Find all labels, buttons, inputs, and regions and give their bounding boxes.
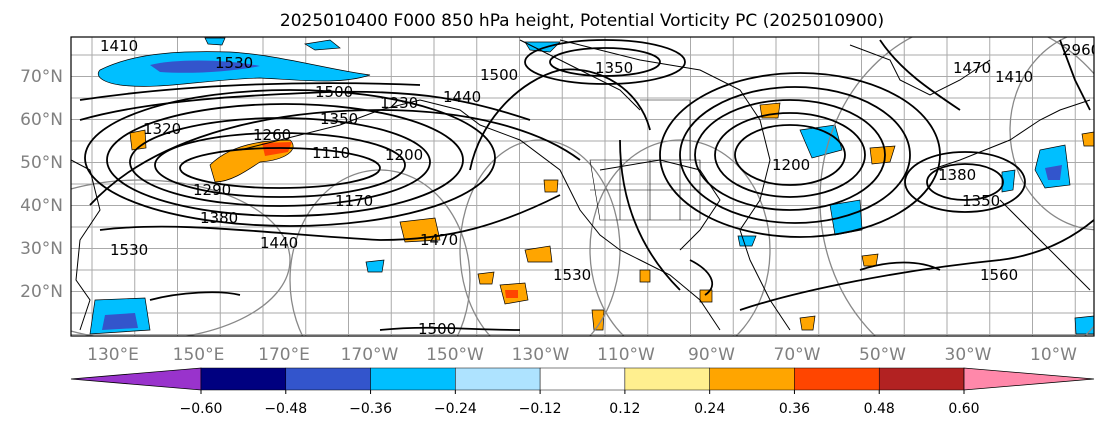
lon-label: 50°W <box>859 345 906 365</box>
lon-label: 130°W <box>512 345 570 365</box>
colorbar-tick-label: −0.24 <box>434 401 477 417</box>
contour-label: 1470 <box>953 59 991 77</box>
colorbar-tick-label: 0.36 <box>779 401 810 417</box>
contour-label: 2960 <box>1062 41 1100 59</box>
lon-label: 150°E <box>173 345 225 365</box>
contour-label: 1230 <box>380 94 418 112</box>
contour-label: 1440 <box>260 234 298 252</box>
lon-label: 110°W <box>597 345 655 365</box>
colorbar-tick-label: 0.60 <box>948 401 979 417</box>
colorbar-segment <box>878 367 965 391</box>
contour-label: 1470 <box>420 231 458 249</box>
contour-label: 1380 <box>938 166 976 184</box>
lat-label: 50°N <box>20 153 63 173</box>
coastlines <box>71 39 1091 331</box>
map-panel: 1410 1530 1500 1440 1350 1230 1320 1260 … <box>70 36 1100 338</box>
colorbar-segment <box>794 367 880 391</box>
contour-label: 1350 <box>595 59 633 77</box>
lat-label: 20°N <box>20 282 63 302</box>
colorbar-segment <box>624 367 710 391</box>
contour-label: 1410 <box>100 37 138 55</box>
lat-label: 60°N <box>20 110 63 130</box>
contour-label: 1500 <box>418 320 456 338</box>
contour-label: 1500 <box>480 66 518 84</box>
colorbar-segment <box>285 367 371 391</box>
colorbar-segment <box>370 367 456 391</box>
contour-label: 1410 <box>995 68 1033 86</box>
lon-label: 30°W <box>945 345 992 365</box>
contour-label: 1260 <box>253 126 291 144</box>
colorbar-segment <box>455 367 541 391</box>
contour-label: 1530 <box>553 266 591 284</box>
longitude-labels: 130°E 150°E 170°E 170°W 150°W 130°W 110°W 90°W 7… <box>87 345 1077 365</box>
latitude-labels: 70°N 60°N 50°N 40°N 30°N 20°N <box>20 67 63 302</box>
borders <box>589 99 701 221</box>
colorbar-segment <box>709 367 795 391</box>
figure-title: 2025010400 F000 850 hPa height, Potentia… <box>280 11 884 31</box>
contour-label: 1380 <box>200 209 238 227</box>
contour-label: 1170 <box>335 192 373 210</box>
lon-label: 10°W <box>1030 345 1077 365</box>
contour-label: 1530 <box>215 54 253 72</box>
lon-label: 70°W <box>774 345 821 365</box>
contour-label: 1500 <box>315 83 353 101</box>
lon-label: 90°W <box>688 345 735 365</box>
contour-label: 1560 <box>980 266 1018 284</box>
lon-label: 170°W <box>341 345 399 365</box>
colorbar-extend-high <box>963 367 1095 391</box>
colorbar-tick-label: −0.36 <box>349 401 392 417</box>
contour-label: 1290 <box>193 181 231 199</box>
colorbar-tick-label: −0.48 <box>264 401 307 417</box>
lon-label: 170°E <box>258 345 310 365</box>
colorbar: −0.60 −0.48 −0.36 −0.24 −0.12 0.12 0.24 0.36 0.4… <box>70 367 1095 417</box>
contour-label: 1320 <box>143 120 181 138</box>
contour-label: 1350 <box>320 110 358 128</box>
colorbar-segment <box>539 367 626 391</box>
contour-label: 1200 <box>772 156 810 174</box>
colorbar-tick-label: 0.12 <box>609 401 640 417</box>
contour-label: 1440 <box>443 88 481 106</box>
lon-label: 130°E <box>87 345 139 365</box>
contour-label: 1110 <box>312 144 350 162</box>
height-contours <box>79 39 1094 331</box>
contour-label: 1350 <box>962 192 1000 210</box>
colorbar-tick-label: 0.24 <box>694 401 725 417</box>
contour-label: 1530 <box>110 241 148 259</box>
lat-label: 40°N <box>20 196 63 216</box>
contour-labels: 1410 1530 1500 1440 1350 1230 1320 1260 … <box>100 37 1100 338</box>
colorbar-tick-label: 0.48 <box>864 401 895 417</box>
lat-label: 70°N <box>20 67 63 87</box>
lon-label: 150°W <box>426 345 484 365</box>
colorbar-segment <box>200 367 287 391</box>
map-frame <box>70 36 1095 337</box>
colorbar-tick-label: −0.12 <box>519 401 562 417</box>
contour-label: 1200 <box>385 146 423 164</box>
colorbar-tick-label: −0.60 <box>180 401 223 417</box>
lat-label: 30°N <box>20 239 63 259</box>
colorbar-extend-low <box>70 367 202 391</box>
